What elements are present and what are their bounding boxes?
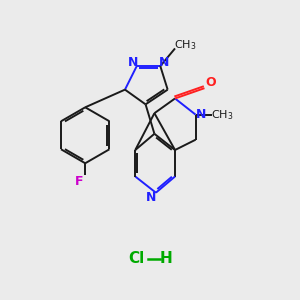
Text: CH$_3$: CH$_3$ xyxy=(174,39,197,52)
Text: N: N xyxy=(128,56,138,69)
Text: N: N xyxy=(146,191,156,205)
Text: Cl: Cl xyxy=(129,251,145,266)
Text: F: F xyxy=(74,175,83,188)
Text: N: N xyxy=(196,108,207,121)
Text: H: H xyxy=(160,251,172,266)
Text: N: N xyxy=(159,56,169,69)
Text: O: O xyxy=(205,76,216,89)
Text: CH$_3$: CH$_3$ xyxy=(212,108,234,122)
